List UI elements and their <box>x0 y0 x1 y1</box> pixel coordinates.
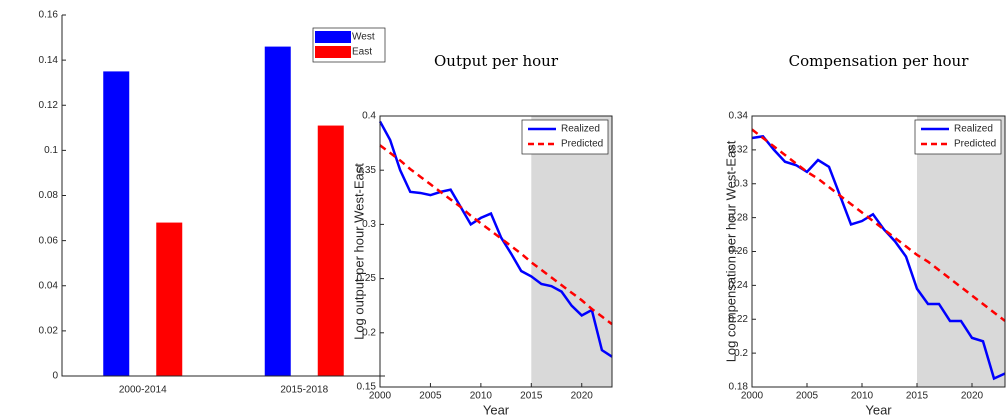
y-tick-label: 0.24 <box>729 280 749 291</box>
x-tick-label: 2020 <box>571 391 594 402</box>
y-tick-label: 0.02 <box>39 326 59 337</box>
axis <box>61 15 385 377</box>
x-tick-label: 2000-2014 <box>119 385 167 396</box>
y-tick-label: 0.26 <box>729 246 749 257</box>
y-tick-label: 0.2 <box>362 327 376 338</box>
y-tick-label: 0.04 <box>39 280 59 291</box>
y-tick-label: 0.14 <box>39 55 59 66</box>
legend-box <box>914 119 1002 155</box>
line <box>378 120 613 358</box>
x-tick-label: 2015 <box>520 391 543 402</box>
x-axis-label: Year <box>865 402 892 417</box>
y-axis-label: Log output per hour West-East <box>351 163 366 340</box>
legend-label: East <box>352 47 372 58</box>
legend-box <box>521 119 609 155</box>
x-tick-label: 2000 <box>369 391 392 402</box>
legend-label: Predicted <box>561 139 603 150</box>
bar <box>156 222 183 376</box>
legend-label: West <box>352 32 375 43</box>
y-tick-label: 0.08 <box>39 190 59 201</box>
y-tick-label: 0.4 <box>362 111 376 122</box>
legend-label: Realized <box>561 124 600 135</box>
y-tick-label: 0.35 <box>357 165 377 176</box>
y-tick-label: 0.2 <box>734 348 748 359</box>
y-tick-label: 0 <box>52 371 58 382</box>
x-tick-label: 2005 <box>419 391 442 402</box>
x-tick-label: 2015 <box>906 391 929 402</box>
x-axis-label: Year <box>483 402 510 417</box>
bar <box>317 125 344 377</box>
y-tick-label: 0.32 <box>729 145 749 156</box>
axes-box <box>751 115 1006 388</box>
x-tick-label: 2005 <box>796 391 819 402</box>
x-tick-label: 2010 <box>470 391 493 402</box>
line <box>379 144 613 326</box>
y-axis-label: Log compensation per hour West-East <box>723 140 738 362</box>
legend-swatch <box>315 31 351 43</box>
y-tick-label: 0.12 <box>39 100 59 111</box>
legend-swatch <box>315 46 351 58</box>
chart-title: Output per hour <box>434 52 559 70</box>
chart-title: Compensation per hour <box>789 52 970 70</box>
x-tick-label: 2010 <box>851 391 874 402</box>
y-tick-label: 0.22 <box>729 314 749 325</box>
shaded-region <box>917 116 1005 387</box>
y-tick-label: 0.34 <box>729 111 749 122</box>
y-tick-label: 0.3 <box>734 178 748 189</box>
bar <box>103 71 130 376</box>
legend-label: Realized <box>954 124 993 135</box>
y-tick-label: 0.15 <box>357 382 377 393</box>
x-tick-label: 2000 <box>741 391 764 402</box>
legend-label: Predicted <box>954 139 996 150</box>
y-tick-label: 0.3 <box>362 219 376 230</box>
axes-box <box>379 115 613 388</box>
line <box>751 134 1006 381</box>
y-tick-label: 0.1 <box>44 145 58 156</box>
y-tick-label: 0.06 <box>39 235 59 246</box>
bar <box>264 46 291 377</box>
x-tick-label: 2015-2018 <box>280 385 328 396</box>
y-tick-label: 0.18 <box>729 382 749 393</box>
x-tick-label: 2020 <box>961 391 984 402</box>
y-tick-label: 0.25 <box>357 273 377 284</box>
y-tick-label: 0.28 <box>729 212 749 223</box>
y-tick-label: 0.16 <box>39 10 59 21</box>
line <box>751 128 1006 322</box>
